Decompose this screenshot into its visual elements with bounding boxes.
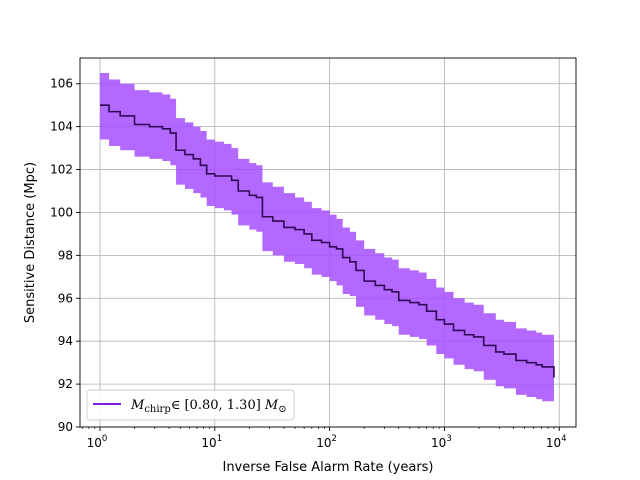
legend-box <box>86 389 295 421</box>
y-tick-label: 94 <box>58 334 73 348</box>
legend: Mchirp∈ [0.80, 1.30] M⊙ <box>86 389 295 421</box>
x-tick-label: 103 <box>431 434 452 450</box>
x-tick-label: 104 <box>546 434 567 450</box>
legend-unit-subscript: ⊙ <box>278 404 286 415</box>
x-tick-label: 102 <box>316 434 337 450</box>
x-tick-label-exponent: 0 <box>102 434 107 444</box>
y-axis-ticks: 90 92 94 96 98 100 102 104 106 <box>50 77 80 434</box>
y-tick-label: 96 <box>58 291 73 305</box>
y-axis-label: Sensitive Distance (Mpc) <box>23 162 38 323</box>
legend-symbol-subscript: chirp <box>144 404 170 415</box>
series-line <box>99 104 555 378</box>
y-tick-label: 100 <box>50 205 73 219</box>
x-tick-label-base: 10 <box>546 436 561 450</box>
x-tick-label: 100 <box>87 434 108 450</box>
y-tick-label: 106 <box>50 77 73 91</box>
x-tick-label-exponent: 2 <box>332 434 337 444</box>
legend-unit: M <box>264 398 279 413</box>
x-axis-label: Inverse False Alarm Rate (years) <box>222 460 433 475</box>
plot-frame <box>79 57 577 428</box>
x-axis-ticks: 100 101 102 103 104 <box>81 427 567 450</box>
x-tick-label-exponent: 4 <box>561 434 566 444</box>
y-tick-label: 98 <box>58 248 73 262</box>
y-tick-label: 102 <box>50 163 73 177</box>
y-tick-label: 90 <box>58 420 73 434</box>
y-tick-label: 104 <box>50 120 73 134</box>
x-tick-label-base: 10 <box>87 436 102 450</box>
x-tick-label-base: 10 <box>316 436 331 450</box>
legend-symbol: M <box>130 398 145 413</box>
x-tick-label-exponent: 3 <box>446 434 451 444</box>
x-tick-label-base: 10 <box>431 436 446 450</box>
x-tick-label-exponent: 1 <box>217 434 222 444</box>
legend-entry: Mchirp∈ [0.80, 1.30] M⊙ <box>130 398 287 415</box>
series-line-layer <box>99 104 555 378</box>
x-tick-label-base: 10 <box>201 436 216 450</box>
x-tick-label: 101 <box>201 434 222 450</box>
y-tick-label: 92 <box>58 377 73 391</box>
legend-interval: ∈ [0.80, 1.30] <box>171 398 265 413</box>
